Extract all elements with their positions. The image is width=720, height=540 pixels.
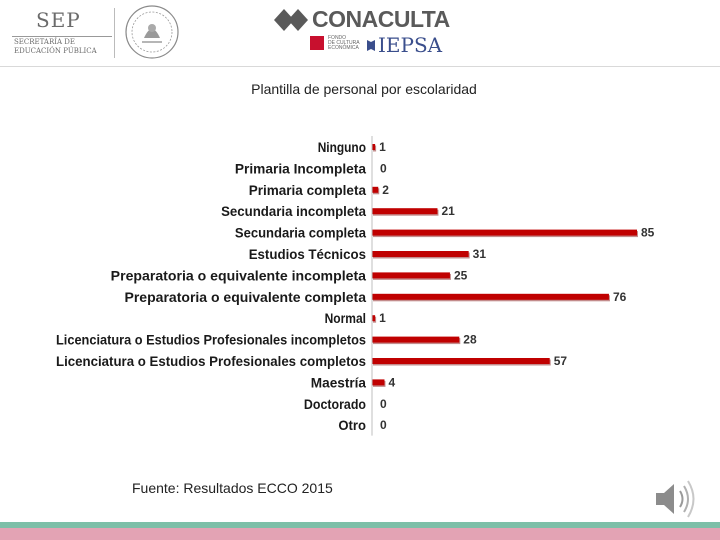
- data-label: 76: [613, 290, 627, 304]
- category-label: Primaria completa: [249, 182, 367, 198]
- bar: [372, 208, 438, 215]
- category-label: Ninguno: [318, 139, 366, 155]
- data-label: 57: [554, 354, 568, 368]
- conaculta-name: CONACULTA: [312, 6, 450, 32]
- data-label: 0: [380, 418, 387, 432]
- conaculta-mark-icon: [274, 9, 308, 31]
- conaculta-logo: CONACULTA FONDO DE CULTURA ECONÓMICA IEP…: [270, 6, 470, 62]
- data-label: 0: [380, 161, 387, 175]
- speaker-icon[interactable]: [652, 476, 702, 522]
- bar: [372, 315, 376, 322]
- source-note: Fuente: Resultados ECCO 2015: [132, 480, 333, 496]
- fce-logo-icon: [310, 36, 324, 50]
- category-label: Preparatoria o equivalente completa: [125, 289, 367, 305]
- data-label: 31: [473, 247, 487, 261]
- fce-label-line3: ECONÓMICA: [328, 45, 359, 51]
- bar: [372, 379, 385, 386]
- header-divider: [114, 8, 115, 58]
- fce-label-line1: FONDO: [328, 35, 347, 41]
- category-label: Normal: [325, 310, 366, 326]
- sep-title: SEP: [36, 8, 81, 32]
- footer-band-pink: [0, 528, 720, 540]
- sep-subtitle-line1: SECRETARÍA DE: [14, 38, 76, 46]
- category-label: Estudios Técnicos: [249, 246, 366, 262]
- bar: [372, 358, 550, 364]
- iepsa-book-icon: [367, 40, 375, 51]
- data-label: 25: [454, 268, 468, 282]
- chart-title: Plantilla de personal por escolaridad: [251, 81, 477, 97]
- category-label: Secundaria incompleta: [221, 203, 366, 219]
- category-label: Licenciatura o Estudios Profesionales in…: [56, 332, 366, 348]
- footer-band-green: [0, 522, 720, 528]
- bar-chart: Ninguno Primaria Incompleta Primaria compl…: [56, 136, 655, 436]
- header: SEP SECRETARÍA DE EDUCACIÓN PÚBLICA CONA…: [0, 0, 720, 67]
- category-label: Preparatoria o equivalente incompleta: [111, 267, 367, 283]
- bar: [372, 251, 469, 257]
- category-label: Primaria Incompleta: [235, 160, 366, 176]
- bar: [372, 229, 637, 236]
- mexican-seal-icon: [125, 5, 179, 59]
- category-label: Licenciatura o Estudios Profesionales co…: [56, 353, 366, 369]
- category-labels: Ninguno Primaria Incompleta Primaria compl…: [56, 139, 366, 433]
- data-label: 1: [379, 311, 386, 325]
- data-label: 4: [388, 375, 395, 389]
- data-label: 85: [641, 226, 655, 240]
- data-label: 0: [380, 397, 387, 411]
- data-label: 21: [441, 204, 455, 218]
- sep-subtitle-line2: EDUCACIÓN PÚBLICA: [14, 47, 97, 55]
- bar: [372, 293, 609, 300]
- sep-subtitle: SECRETARÍA DE EDUCACIÓN PÚBLICA: [14, 38, 97, 56]
- category-label: Otro: [338, 417, 366, 433]
- sep-logo: SEP SECRETARÍA DE EDUCACIÓN PÚBLICA: [12, 6, 112, 56]
- bar: [372, 336, 460, 343]
- data-label: 2: [382, 183, 389, 197]
- data-label: 1: [379, 140, 386, 154]
- fce-label-line2: DE CULTURA: [328, 40, 360, 46]
- bar: [372, 272, 450, 279]
- data-label: 28: [463, 333, 477, 347]
- bar: [372, 144, 376, 150]
- sep-logo-rule: [12, 36, 112, 37]
- category-label: Secundaria completa: [235, 225, 366, 241]
- category-label: Doctorado: [304, 396, 366, 412]
- iepsa-name: IEPSA: [378, 33, 443, 57]
- category-label: Maestría: [311, 374, 366, 390]
- fce-label: FONDO DE CULTURA ECONÓMICA: [328, 36, 360, 51]
- bar: [372, 186, 379, 193]
- bars: [372, 144, 638, 387]
